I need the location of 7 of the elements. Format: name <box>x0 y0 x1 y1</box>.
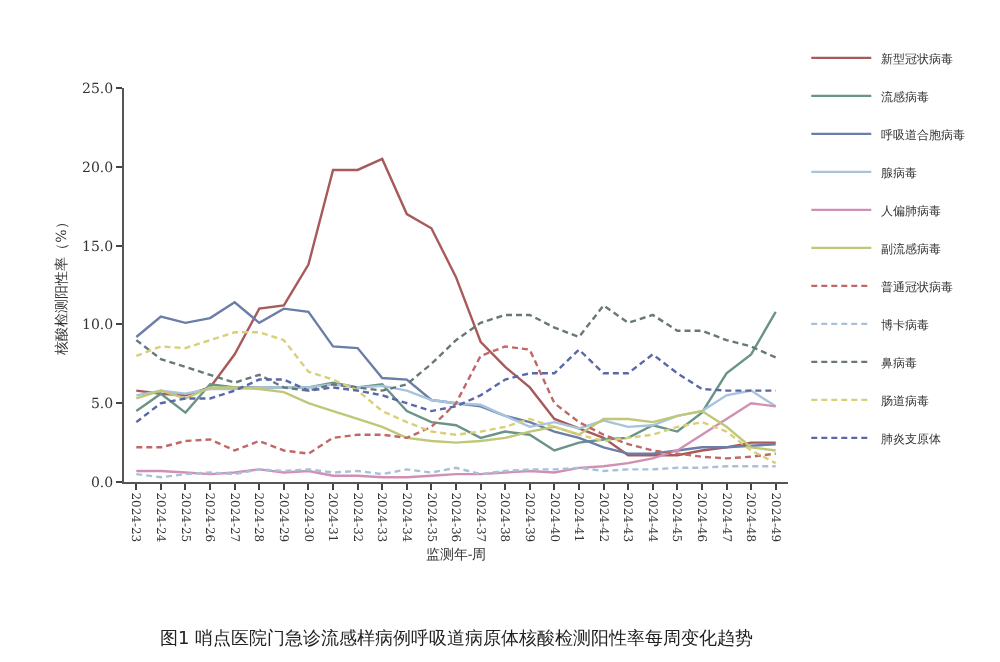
line-series <box>135 348 777 424</box>
line-series <box>135 157 777 457</box>
line-series <box>135 402 777 479</box>
caption: 图1 哨点医院门急诊流感样病例呼吸道病原体核酸检测阳性率每周变化趋势 <box>160 628 754 650</box>
line-series <box>135 383 777 430</box>
line-series <box>135 386 777 452</box>
line-series <box>135 304 777 392</box>
